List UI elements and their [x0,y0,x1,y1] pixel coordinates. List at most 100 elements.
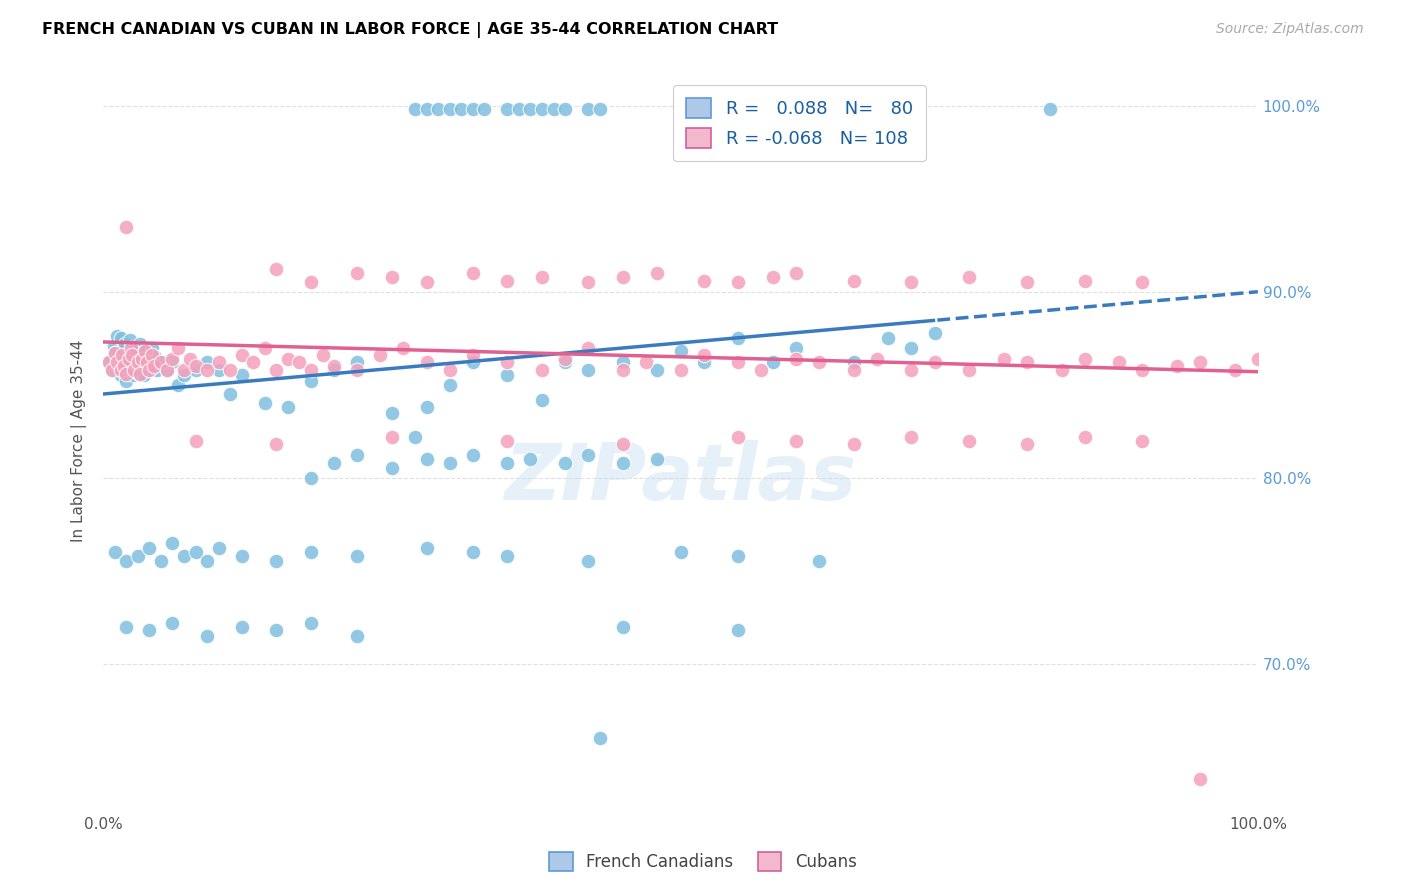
Point [576,363,599,377]
Point [323,456,346,470]
Point [122,344,145,359]
Point [842,363,865,377]
Point [124,368,146,383]
Point [115,554,138,568]
Point [120,341,142,355]
Point [1247,351,1270,366]
Point [121,363,143,377]
Point [105,329,128,343]
Point [136,355,159,369]
Point [785,351,807,366]
Point [346,449,368,463]
Point [299,363,322,377]
Point [461,103,484,117]
Point [173,363,195,377]
Point [576,103,599,117]
Point [842,355,865,369]
Point [1132,363,1154,377]
Point [785,266,807,280]
Point [439,103,461,117]
Point [162,536,184,550]
Point [1189,772,1212,786]
Point [299,471,322,485]
Point [134,344,156,359]
Point [111,353,134,368]
Point [368,348,391,362]
Point [669,545,692,559]
Point [692,274,714,288]
Point [162,615,184,630]
Point [762,269,785,284]
Point [111,348,134,362]
Point [381,406,404,420]
Point [1073,430,1095,444]
Point [138,363,160,377]
Point [231,549,253,563]
Point [647,363,669,377]
Point [924,326,946,340]
Point [496,355,519,369]
Point [107,359,129,373]
Point [156,363,179,377]
Point [219,387,242,401]
Point [143,359,166,373]
Point [496,368,519,383]
Point [576,276,599,290]
Point [167,377,190,392]
Point [149,355,172,369]
Point [231,368,253,383]
Point [110,331,132,345]
Point [299,374,322,388]
Point [461,545,484,559]
Point [808,355,831,369]
Point [496,274,519,288]
Point [1039,103,1062,117]
Point [128,367,150,381]
Point [554,103,576,117]
Point [179,351,201,366]
Point [554,351,576,366]
Point [612,269,634,284]
Point [299,615,322,630]
Point [208,541,231,556]
Point [461,355,484,369]
Point [288,355,311,369]
Point [392,341,415,355]
Text: ZIPatlas: ZIPatlas [505,440,856,516]
Point [957,269,980,284]
Point [866,351,889,366]
Text: FRENCH CANADIAN VS CUBAN IN LABOR FORCE | AGE 35-44 CORRELATION CHART: FRENCH CANADIAN VS CUBAN IN LABOR FORCE … [42,22,779,38]
Point [762,355,785,369]
Point [129,367,152,381]
Point [138,363,160,377]
Point [115,219,138,234]
Point [1189,355,1212,369]
Point [124,341,146,355]
Point [208,363,231,377]
Point [131,351,153,366]
Point [647,452,669,467]
Point [173,549,195,563]
Point [1073,274,1095,288]
Point [612,363,634,377]
Point [138,624,160,638]
Point [589,731,612,746]
Point [112,359,135,373]
Point [195,355,218,369]
Point [105,355,128,369]
Point [415,400,437,414]
Point [98,355,121,369]
Point [346,629,368,643]
Point [576,341,599,355]
Point [117,348,139,362]
Point [1223,363,1246,377]
Point [1015,437,1038,451]
Point [118,333,141,347]
Point [346,363,368,377]
Point [127,355,149,369]
Point [162,355,184,369]
Point [184,434,207,448]
Point [496,456,519,470]
Point [669,344,692,359]
Point [115,367,138,381]
